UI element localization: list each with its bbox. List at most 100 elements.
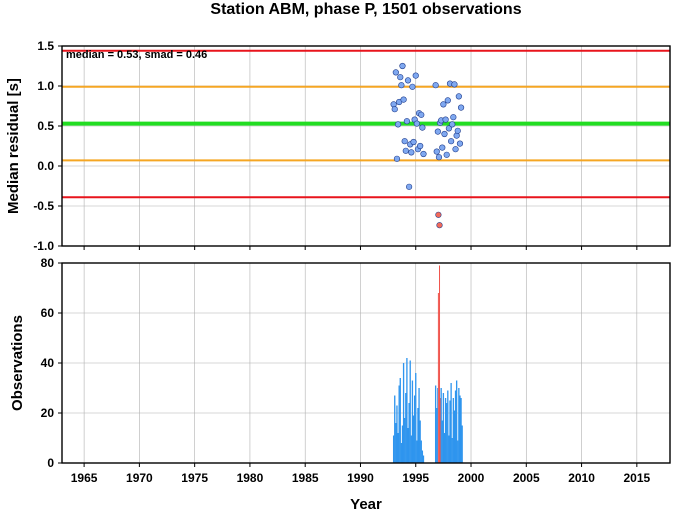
x-tick-label: 2005 (513, 471, 540, 485)
x-tick-label: 2000 (458, 471, 485, 485)
residual-point (433, 148, 440, 155)
x-tick-label: 1965 (71, 471, 98, 485)
observation-bar (396, 405, 398, 463)
residual-y-ticks: -1.0 -0.5 0.0 0.5 1.0 1.5 (33, 39, 62, 253)
observation-bar (415, 373, 417, 463)
observation-bar (401, 425, 404, 463)
residual-point (448, 138, 455, 145)
observation-bar (437, 293, 439, 463)
observation-bar (439, 265, 441, 463)
residual-grid (62, 45, 670, 250)
x-tick-label: 2015 (623, 471, 650, 485)
observation-bar (437, 388, 439, 463)
observation-bar (441, 420, 443, 463)
residual-point (403, 118, 411, 125)
residual-point (436, 222, 443, 229)
residual-point (401, 138, 408, 145)
observation-bar (400, 443, 403, 463)
observation-bar (409, 360, 411, 463)
observation-bar (460, 398, 462, 463)
residual-point (392, 69, 399, 76)
observations-bars (392, 265, 463, 463)
observation-bar (394, 395, 396, 463)
observation-bar (455, 380, 458, 463)
observation-bar (442, 393, 445, 463)
observations-y-tick-label: 40 (41, 356, 55, 370)
residual-point (441, 130, 448, 138)
observation-bar (411, 380, 414, 463)
observation-bar (398, 385, 400, 463)
observation-bar (449, 400, 451, 463)
residual-y-tick-label: 1.0 (37, 79, 54, 93)
observation-bar (419, 420, 421, 463)
residual-y-tick-label: 0.5 (37, 119, 54, 133)
observation-bar (436, 408, 438, 463)
observation-bar (416, 440, 418, 463)
residual-point (454, 127, 461, 134)
residual-point (394, 121, 402, 128)
residual-panel: -1.0 -0.5 0.0 0.5 1.0 1.5 median = 0.53, smad… (5, 39, 671, 253)
x-tick-label: 1980 (237, 471, 264, 485)
observation-bar (412, 415, 415, 463)
observation-bar (446, 403, 448, 463)
observation-bar (421, 450, 424, 463)
residual-point (452, 146, 459, 153)
residual-y-axis-label: Median residual [s] (5, 78, 22, 214)
residual-point (410, 138, 417, 146)
observation-bar (448, 435, 450, 463)
observation-bar (447, 390, 449, 463)
residual-plot-frame (61, 45, 671, 247)
residual-point (402, 147, 409, 154)
observations-y-tick-label: 80 (41, 256, 55, 270)
x-tick-label: 2010 (568, 471, 595, 485)
residual-point (449, 121, 456, 128)
residual-point (409, 83, 416, 90)
residual-point (400, 96, 407, 103)
residual-point (420, 150, 427, 158)
observation-bar (444, 398, 447, 463)
observations-grid (62, 262, 670, 464)
observation-bar (392, 435, 395, 463)
residual-point (455, 93, 462, 100)
residual-point (450, 114, 457, 121)
observation-bar (413, 395, 416, 463)
x-tick-label: 1975 (181, 471, 208, 485)
observation-bar (402, 363, 405, 463)
observation-bar (443, 433, 446, 463)
observations-y-tick-label: 60 (41, 306, 55, 320)
residual-y-tick-label: 0.0 (37, 159, 54, 173)
observations-y-axis-label: Observations (9, 315, 26, 411)
observation-bar (395, 423, 397, 463)
observation-bar (399, 378, 401, 463)
observation-bar (397, 433, 399, 463)
observation-bar (457, 440, 459, 463)
residual-y-tick-label: -1.0 (33, 239, 54, 253)
residual-point (417, 142, 424, 150)
observation-bar (439, 398, 441, 463)
residual-point (434, 128, 441, 135)
residual-point (413, 120, 420, 127)
observation-bar (410, 435, 412, 463)
residual-point (418, 111, 425, 118)
observation-bar (454, 390, 457, 463)
residual-point (408, 149, 415, 156)
x-tick-label: 1990 (347, 471, 374, 485)
x-axis-label: Year (350, 496, 382, 511)
residual-point (439, 144, 446, 151)
observations-x-ticks: 1965 1970 1975 1980 1985 1990 1995 2000 2005 2010… (71, 463, 651, 485)
observation-bar (440, 388, 442, 463)
residual-point (404, 77, 412, 84)
residual-point (393, 155, 401, 162)
observation-bar (417, 408, 419, 463)
observation-bar (458, 388, 460, 463)
residual-point (457, 104, 465, 111)
observation-bar (418, 388, 420, 463)
observation-bar (407, 428, 409, 463)
observation-bar (408, 403, 410, 463)
residual-point (435, 211, 442, 218)
observations-y-ticks: 0 20 40 60 80 (41, 256, 62, 470)
observation-bar (420, 440, 422, 463)
observations-y-tick-label: 20 (41, 406, 55, 420)
x-tick-label: 1985 (292, 471, 319, 485)
